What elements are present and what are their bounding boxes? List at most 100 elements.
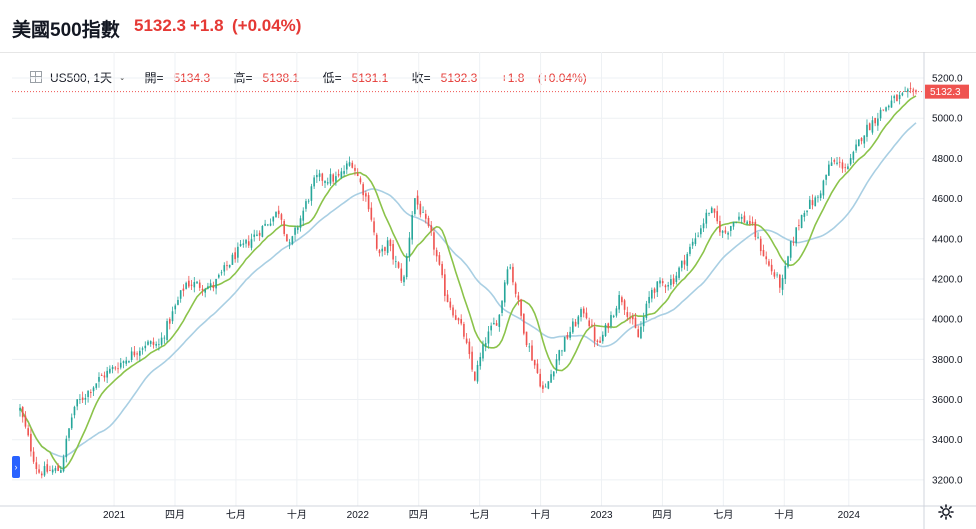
candle-body: [509, 267, 512, 269]
candle-body: [607, 323, 610, 329]
candle-body: [765, 256, 768, 260]
side-panel-toggle[interactable]: ›: [12, 456, 20, 478]
candle-body: [585, 312, 588, 319]
symbol-selector[interactable]: US500, 1天: [50, 70, 113, 85]
candle-body: [226, 265, 228, 267]
candlestick-series: [19, 82, 917, 479]
candle-body: [637, 329, 640, 338]
candle-body: [907, 89, 909, 92]
candle-body: [49, 470, 51, 471]
candle-body: [476, 364, 479, 382]
candle-body: [141, 348, 144, 350]
close-label: 收=: [411, 70, 431, 85]
candle-body: [316, 174, 318, 178]
candle-body: [877, 118, 879, 126]
x-tick-label: 七月: [226, 509, 246, 521]
candle-body: [299, 218, 302, 228]
grid-icon[interactable]: [30, 71, 42, 83]
candle-body: [806, 210, 808, 213]
candle-body: [215, 279, 217, 289]
candle-body: [833, 160, 836, 162]
header-price: 5132.3: [134, 16, 186, 35]
candle-body: [190, 284, 193, 286]
candle-body: [563, 336, 566, 352]
candle-body: [740, 217, 743, 219]
candle-body: [901, 93, 904, 96]
candle-body: [779, 274, 781, 288]
candle-body: [819, 193, 822, 198]
price-axis: 3200.0 3400.0 3600.0 3800.0 4000.0 4200.0 4400…: [923, 52, 963, 529]
candle-body: [493, 322, 495, 325]
candle-body: [89, 392, 92, 394]
candle-body: [405, 255, 408, 277]
candle-body: [444, 274, 446, 296]
candle-body: [542, 385, 544, 389]
candle-body: [757, 236, 759, 238]
candle-body: [828, 164, 830, 176]
candle-body: [68, 428, 70, 438]
candle-body: [631, 316, 634, 320]
candle-body: [204, 289, 207, 293]
chevron-down-icon[interactable]: ⌄: [118, 71, 127, 83]
candle-body: [882, 109, 885, 111]
candle-body: [457, 318, 460, 321]
y-tick-label: 3600.0: [932, 395, 963, 406]
candle-body: [332, 174, 335, 182]
candle-body: [119, 362, 122, 368]
candle-body: [776, 274, 778, 276]
candle-body: [321, 173, 324, 181]
candle-body: [198, 282, 201, 288]
candle-body: [528, 346, 531, 348]
candle-body: [552, 371, 555, 377]
candle-body: [416, 195, 419, 205]
candle-body: [329, 174, 332, 184]
candle-body: [318, 173, 321, 177]
candle-body: [659, 280, 661, 284]
candle-body: [217, 274, 220, 278]
candle-body: [746, 221, 748, 224]
candle-body: [879, 109, 882, 119]
candle-body: [473, 371, 476, 381]
candle-body: [577, 316, 580, 325]
price-chart[interactable]: 5132.3 3200.0 3400.0 3600.0 3800.0 4000.0 420…: [0, 52, 976, 529]
candle-body: [512, 266, 514, 283]
candle-body: [800, 214, 803, 228]
candle-body: [751, 221, 754, 224]
candle-body: [904, 91, 906, 92]
candle-body: [868, 123, 871, 131]
candle-body: [65, 438, 68, 458]
y-tick-label: 4200.0: [932, 274, 963, 285]
gear-icon[interactable]: [938, 504, 954, 520]
candle-body: [209, 283, 212, 287]
candle-body: [220, 272, 223, 274]
candle-body: [517, 295, 520, 300]
candle-body: [149, 341, 152, 344]
moving-averages: [19, 95, 917, 470]
candle-body: [569, 331, 571, 338]
candle-body: [844, 167, 847, 169]
candle-body: [337, 173, 340, 176]
candle-body: [550, 374, 552, 383]
candle-body: [547, 381, 550, 389]
candle-body: [615, 308, 618, 316]
candle-body: [250, 239, 253, 248]
chart-grid: [12, 52, 924, 506]
candle-body: [351, 162, 354, 168]
candle-body: [604, 324, 607, 336]
candle-body: [168, 319, 171, 324]
candle-body: [294, 227, 296, 235]
candle-body: [721, 231, 724, 233]
candle-body: [32, 451, 35, 462]
x-tick-label: 2023: [590, 510, 613, 521]
candle-body: [424, 213, 427, 219]
candle-body: [713, 208, 716, 213]
candle-body: [588, 320, 591, 327]
candle-body: [566, 335, 569, 339]
candle-body: [523, 313, 525, 334]
candle-body: [81, 397, 84, 401]
candle-body: [242, 243, 245, 245]
candle-body: [395, 261, 397, 263]
candle-body: [247, 241, 250, 246]
header-change-pct: (+0.04%): [232, 16, 302, 35]
candle-body: [591, 324, 593, 326]
